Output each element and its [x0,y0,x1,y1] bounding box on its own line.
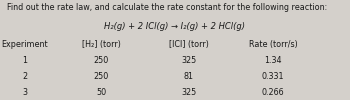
Text: 81: 81 [184,72,194,81]
Text: Experiment: Experiment [1,40,48,49]
Text: [ICl] (torr): [ICl] (torr) [169,40,209,49]
Text: 325: 325 [181,56,197,65]
Text: 250: 250 [94,72,109,81]
Text: 50: 50 [97,88,106,97]
Text: [H₂] (torr): [H₂] (torr) [82,40,121,49]
Text: 250: 250 [94,56,109,65]
Text: 0.266: 0.266 [262,88,284,97]
Text: 3: 3 [22,88,27,97]
Text: 1: 1 [22,56,27,65]
Text: 1.34: 1.34 [264,56,282,65]
Text: 325: 325 [181,88,197,97]
Text: Rate (torr/s): Rate (torr/s) [248,40,298,49]
Text: H₂(g) + 2 ICl(g) → I₂(g) + 2 HCl(g): H₂(g) + 2 ICl(g) → I₂(g) + 2 HCl(g) [105,22,245,31]
Text: 2: 2 [22,72,27,81]
Text: 0.331: 0.331 [262,72,284,81]
Text: Find out the rate law, and calculate the rate constant for the following reactio: Find out the rate law, and calculate the… [7,3,327,12]
